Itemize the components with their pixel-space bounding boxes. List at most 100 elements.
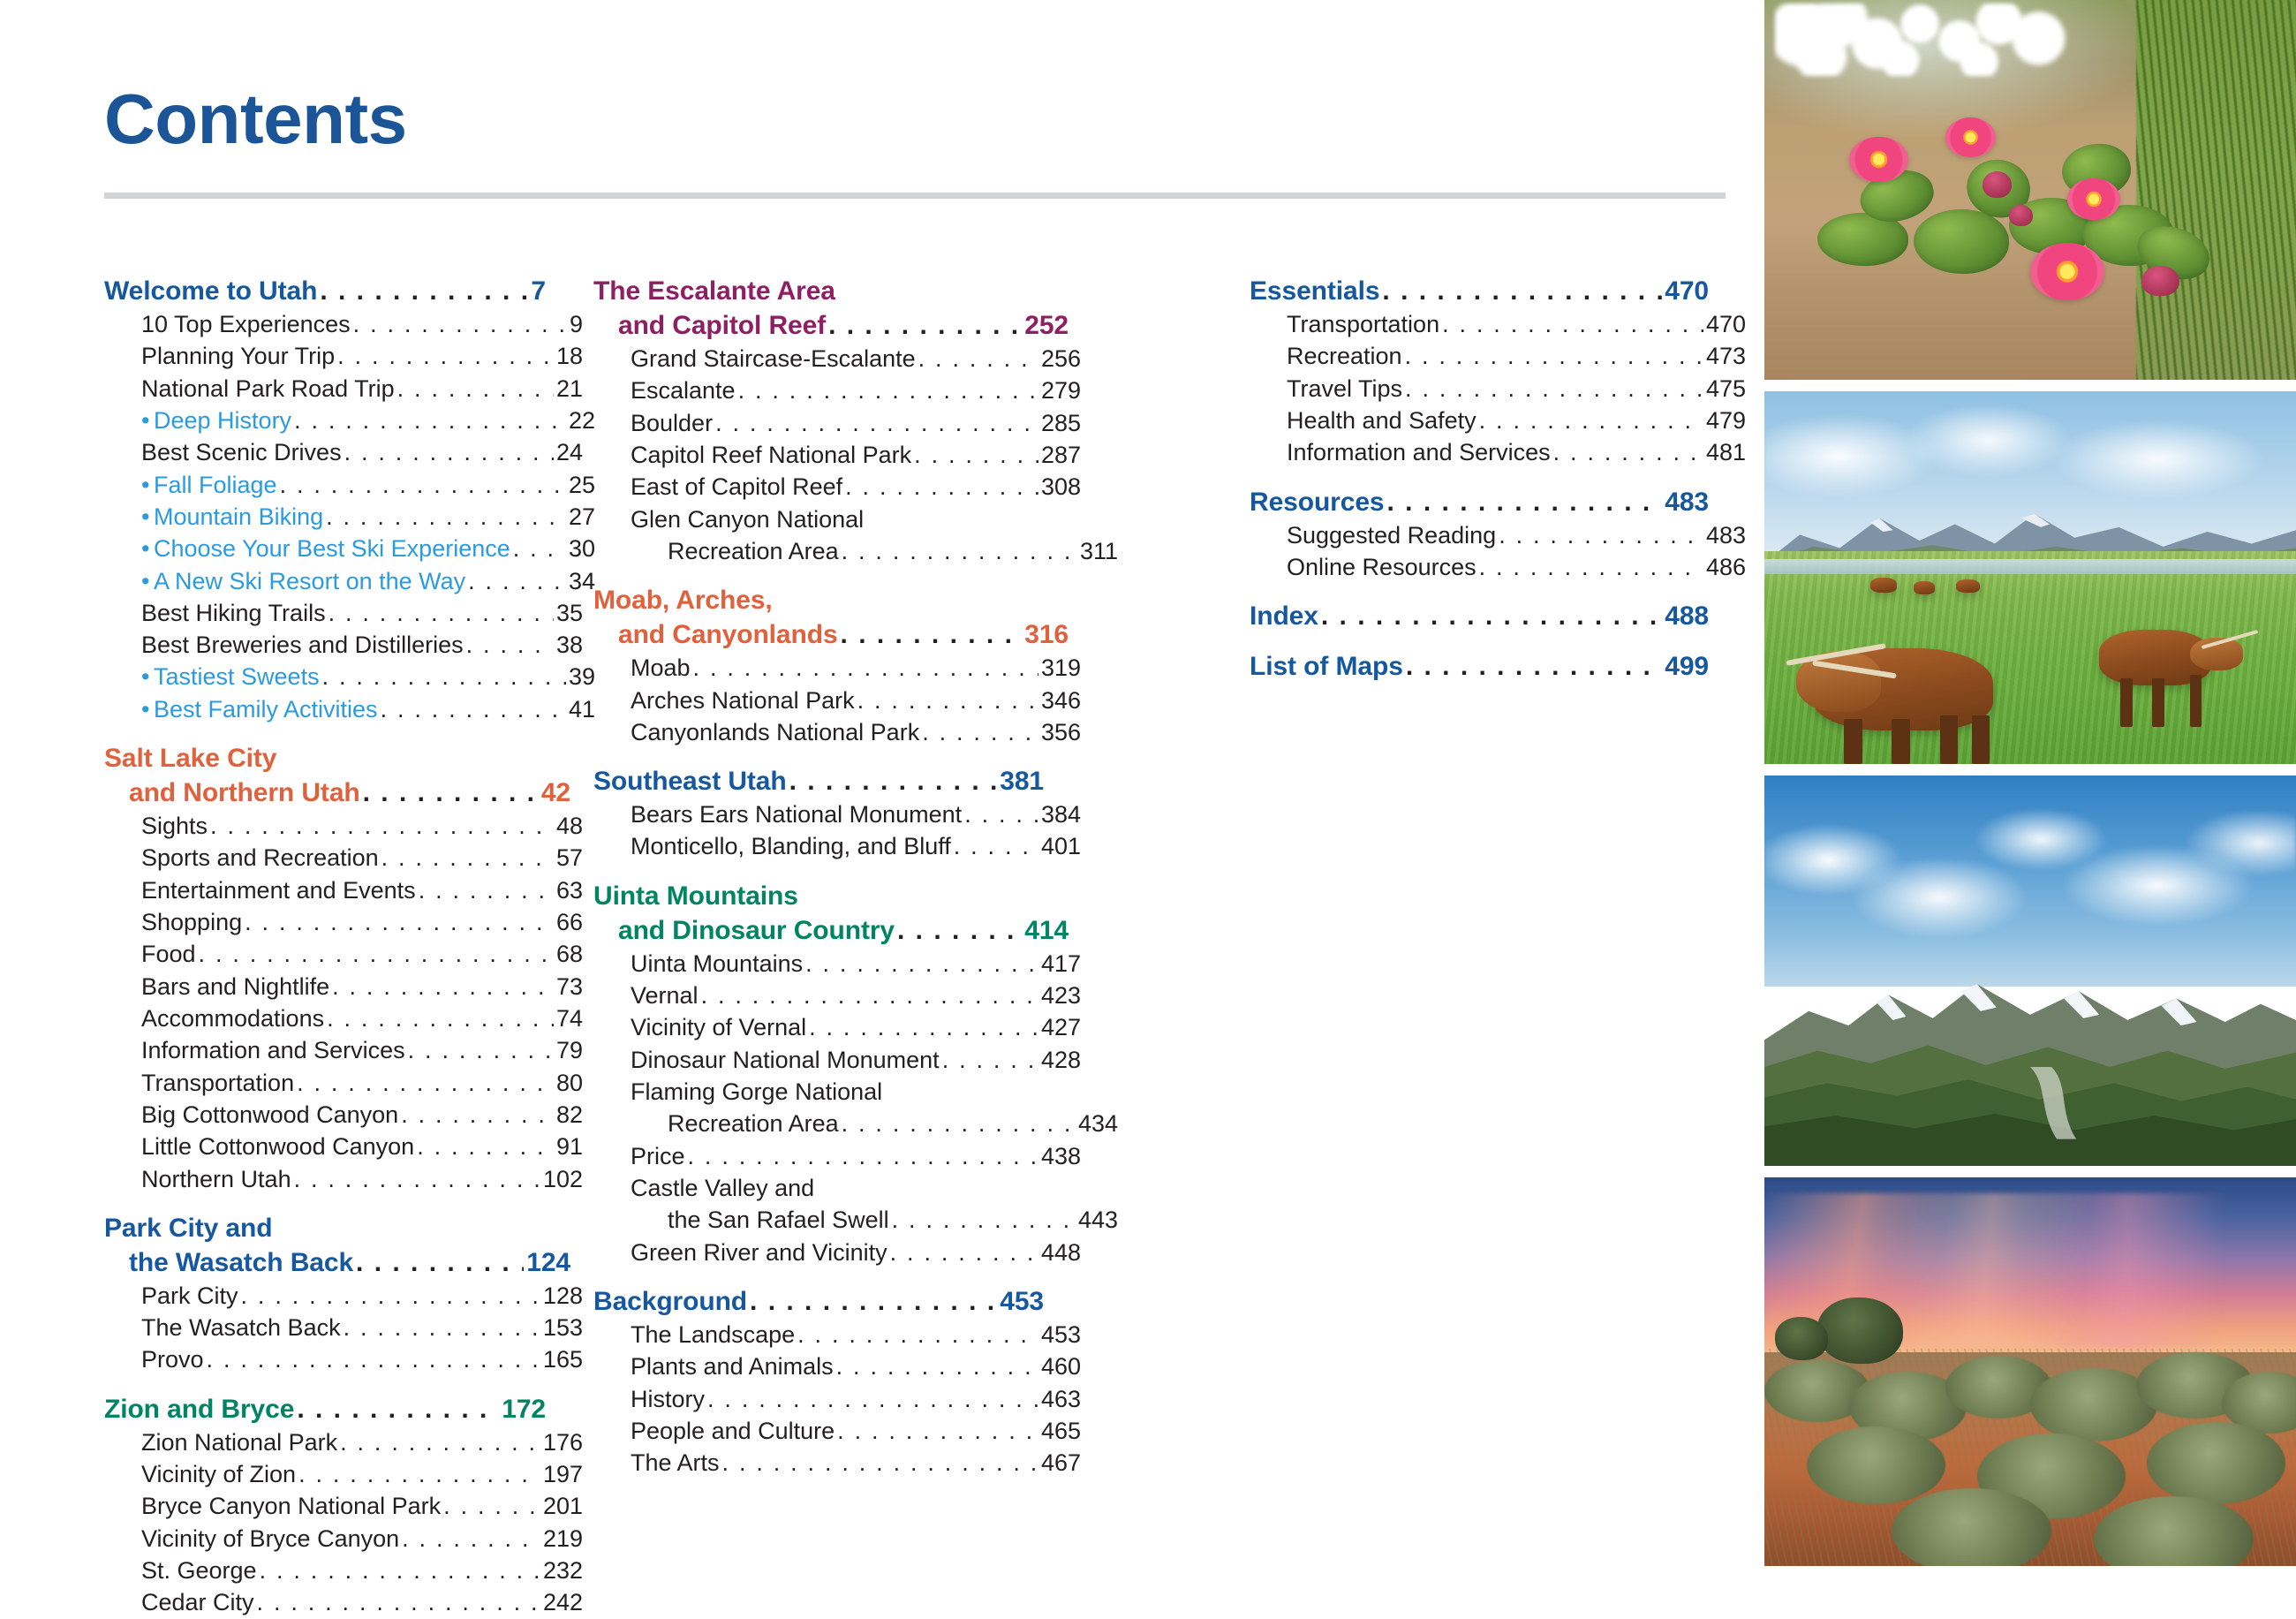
toc-entry[interactable]: The Wasatch Back. . . . . . . . . . . . … xyxy=(104,1312,583,1343)
dot-leader: . . . . . . . . . . . . . . . . . . . . … xyxy=(857,686,1038,714)
toc-entry[interactable]: Price. . . . . . . . . . . . . . . . . .… xyxy=(593,1140,1081,1172)
toc-entry[interactable]: Best Hiking Trails. . . . . . . . . . . … xyxy=(104,597,583,629)
toc-section-title-line[interactable]: Glen Canyon National xyxy=(631,505,865,533)
toc-entry[interactable]: Information and Services. . . . . . . . … xyxy=(104,1034,583,1066)
dot-leader: . . . . . . . . . . . . . . . . . . . . … xyxy=(1499,521,1703,548)
toc-section-title-line[interactable]: Castle Valley and xyxy=(631,1174,815,1201)
toc-entry[interactable]: National Park Road Trip. . . . . . . . .… xyxy=(104,373,583,405)
toc-entry[interactable]: Best Scenic Drives. . . . . . . . . . . … xyxy=(104,436,583,468)
toc-section-title-line[interactable]: Flaming Gorge National xyxy=(631,1078,883,1105)
dot-leader: . . . . . . . . . . . . . . . . . . . . … xyxy=(845,473,1038,501)
dot-leader: . . . . . . . . . . . . . . . . . . . . … xyxy=(294,406,566,434)
toc-entry[interactable]: Southeast Utah. . . . . . . . . . . . . … xyxy=(593,764,1044,798)
toc-entry[interactable]: Sports and Recreation. . . . . . . . . .… xyxy=(104,842,583,874)
toc-chapter-title-line[interactable]: Moab, Arches, xyxy=(593,586,773,616)
toc-entry[interactable]: 10 Top Experiences. . . . . . . . . . . … xyxy=(104,308,583,340)
toc-entry[interactable]: Boulder. . . . . . . . . . . . . . . . .… xyxy=(593,407,1081,439)
toc-entry[interactable]: Health and Safety. . . . . . . . . . . .… xyxy=(1250,405,1746,436)
toc-entry[interactable]: History. . . . . . . . . . . . . . . . .… xyxy=(593,1383,1081,1415)
toc-entry[interactable]: Transportation. . . . . . . . . . . . . … xyxy=(104,1067,583,1099)
toc-entry[interactable]: Zion and Bryce. . . . . . . . . . . . . … xyxy=(104,1392,546,1426)
dot-leader: . . . . . . . . . . . . . . . . . . . . … xyxy=(332,972,554,1000)
toc-entry[interactable]: Vicinity of Zion. . . . . . . . . . . . … xyxy=(104,1458,583,1490)
toc-entry[interactable]: Uinta Mountains. . . . . . . . . . . . .… xyxy=(593,948,1081,980)
toc-entry[interactable]: • Best Family Activities. . . . . . . . .… xyxy=(104,693,595,725)
toc-entry[interactable]: Little Cottonwood Canyon. . . . . . . . … xyxy=(104,1131,583,1162)
toc-entry[interactable]: Transportation. . . . . . . . . . . . . … xyxy=(1250,308,1746,340)
toc-entry[interactable]: Resources. . . . . . . . . . . . . . . .… xyxy=(1250,485,1709,519)
toc-entry[interactable]: Suggested Reading. . . . . . . . . . . .… xyxy=(1250,519,1746,551)
toc-entry[interactable]: •Choose Your Best Ski Experience. . . . … xyxy=(104,533,595,564)
toc-entry[interactable]: and Northern Utah. . . . . . . . . . . .… xyxy=(104,775,570,810)
toc-entry[interactable]: the Wasatch Back. . . . . . . . . . . . … xyxy=(104,1245,570,1280)
toc-entry[interactable]: and Capitol Reef. . . . . . . . . . . . … xyxy=(593,308,1069,343)
toc-entry[interactable]: Northern Utah. . . . . . . . . . . . . .… xyxy=(104,1163,583,1195)
toc-entry[interactable]: The Landscape. . . . . . . . . . . . . .… xyxy=(593,1319,1081,1350)
toc-entry[interactable]: Escalante. . . . . . . . . . . . . . . .… xyxy=(593,374,1081,406)
toc-entry[interactable]: Index. . . . . . . . . . . . . . . . . .… xyxy=(1250,599,1709,633)
toc-entry[interactable]: List of Maps. . . . . . . . . . . . . . … xyxy=(1250,649,1709,684)
toc-entry[interactable]: Shopping. . . . . . . . . . . . . . . . … xyxy=(104,906,583,938)
toc-entry[interactable]: Canyonlands National Park. . . . . . . .… xyxy=(593,716,1081,748)
toc-entry[interactable]: Vicinity of Vernal. . . . . . . . . . . … xyxy=(593,1011,1081,1043)
toc-entry[interactable]: Big Cottonwood Canyon. . . . . . . . . .… xyxy=(104,1099,583,1131)
toc-entry[interactable]: East of Capitol Reef. . . . . . . . . . … xyxy=(593,471,1081,503)
toc-entry[interactable]: Online Resources. . . . . . . . . . . . … xyxy=(1250,551,1746,583)
toc-entry[interactable]: Essentials. . . . . . . . . . . . . . . … xyxy=(1250,274,1709,308)
toc-chapter-title-line[interactable]: The Escalante Area xyxy=(593,276,835,306)
toc-entry[interactable]: Sights. . . . . . . . . . . . . . . . . … xyxy=(104,810,583,842)
toc-entry[interactable]: Recreation Area. . . . . . . . . . . . .… xyxy=(593,1108,1118,1139)
toc-entry[interactable]: Grand Staircase-Escalante. . . . . . . .… xyxy=(593,343,1081,374)
toc-entry[interactable]: Arches National Park. . . . . . . . . . … xyxy=(593,685,1081,716)
photo-cactus-flower xyxy=(2067,178,2121,221)
toc-entry[interactable]: Vernal. . . . . . . . . . . . . . . . . … xyxy=(593,980,1081,1011)
toc-entry[interactable]: Food. . . . . . . . . . . . . . . . . . … xyxy=(104,938,583,970)
toc-entry[interactable]: Background. . . . . . . . . . . . . . . … xyxy=(593,1284,1044,1319)
dot-leader: . . . . . . . . . . . . . . . . . . . . … xyxy=(397,374,554,402)
toc-entry[interactable]: Cedar City. . . . . . . . . . . . . . . … xyxy=(104,1586,583,1618)
toc-entry[interactable]: • Fall Foliage. . . . . . . . . . . . . .… xyxy=(104,469,595,501)
toc-entry[interactable]: • Deep History. . . . . . . . . . . . . .… xyxy=(104,405,595,436)
toc-entry[interactable]: Welcome to Utah. . . . . . . . . . . . .… xyxy=(104,274,546,308)
toc-entry[interactable]: Dinosaur National Monument. . . . . . . … xyxy=(593,1044,1081,1076)
toc-entry[interactable]: Recreation Area. . . . . . . . . . . . .… xyxy=(593,535,1118,567)
toc-entry[interactable]: • A New Ski Resort on the Way. . . . . . … xyxy=(104,565,595,597)
dot-leader: . . . . . . . . . . . . . . . . . . . . … xyxy=(897,915,1022,945)
toc-entry[interactable]: St. George. . . . . . . . . . . . . . . … xyxy=(104,1555,583,1586)
toc-entry[interactable]: Provo. . . . . . . . . . . . . . . . . .… xyxy=(104,1343,583,1375)
toc-entry[interactable]: Moab. . . . . . . . . . . . . . . . . . … xyxy=(593,652,1081,684)
toc-entry[interactable]: Recreation. . . . . . . . . . . . . . . … xyxy=(1250,340,1746,372)
toc-chapter-title-line[interactable]: Salt Lake City xyxy=(104,744,277,774)
toc-chapter-page: 453 xyxy=(1000,1286,1044,1316)
dot-leader: . . . . . . . . . . . . . . . . . . . . … xyxy=(198,941,554,968)
toc-entry[interactable]: and Dinosaur Country. . . . . . . . . . … xyxy=(593,913,1069,948)
toc-entry[interactable]: Travel Tips. . . . . . . . . . . . . . .… xyxy=(1250,373,1746,405)
toc-entry[interactable]: • Tastiest Sweets. . . . . . . . . . . . … xyxy=(104,661,595,692)
dot-leader: . . . . . . . . . . . . . . . . . . . . … xyxy=(297,1394,499,1424)
toc-entry[interactable]: Entertainment and Events. . . . . . . . … xyxy=(104,874,583,906)
toc-entry[interactable]: Bars and Nightlife. . . . . . . . . . . … xyxy=(104,971,583,1002)
toc-entry[interactable]: Bryce Canyon National Park. . . . . . . … xyxy=(104,1490,583,1522)
toc-entry[interactable]: and Canyonlands. . . . . . . . . . . . .… xyxy=(593,617,1069,652)
toc-chapter-page: 252 xyxy=(1024,311,1069,340)
toc-section-title: Grand Staircase-Escalante xyxy=(631,345,916,372)
toc-entry[interactable]: Plants and Animals. . . . . . . . . . . … xyxy=(593,1350,1081,1382)
toc-entry[interactable]: The Arts. . . . . . . . . . . . . . . . … xyxy=(593,1447,1081,1479)
toc-entry[interactable]: Green River and Vicinity. . . . . . . . … xyxy=(593,1237,1081,1268)
toc-entry[interactable]: People and Culture. . . . . . . . . . . … xyxy=(593,1415,1081,1447)
toc-entry[interactable]: Capitol Reef National Park. . . . . . . … xyxy=(593,439,1081,471)
toc-entry[interactable]: Bears Ears National Monument. . . . . . … xyxy=(593,798,1081,830)
toc-entry[interactable]: • Mountain Biking. . . . . . . . . . . . … xyxy=(104,501,595,533)
toc-entry[interactable]: Accommodations. . . . . . . . . . . . . … xyxy=(104,1002,583,1034)
toc-entry[interactable]: Monticello, Blanding, and Bluff. . . . .… xyxy=(593,830,1081,862)
toc-entry[interactable]: Zion National Park. . . . . . . . . . . … xyxy=(104,1426,583,1458)
toc-entry[interactable]: Information and Services. . . . . . . . … xyxy=(1250,436,1746,468)
toc-chapter-title-line[interactable]: Park City and xyxy=(104,1213,273,1243)
toc-entry[interactable]: Park City. . . . . . . . . . . . . . . .… xyxy=(104,1280,583,1312)
toc-entry[interactable]: Vicinity of Bryce Canyon. . . . . . . . … xyxy=(104,1523,583,1555)
toc-entry[interactable]: Best Breweries and Distilleries. . . . .… xyxy=(104,629,583,661)
toc-section-page: 18 xyxy=(555,343,583,370)
toc-entry[interactable]: the San Rafael Swell. . . . . . . . . . … xyxy=(593,1204,1118,1236)
toc-entry[interactable]: Planning Your Trip. . . . . . . . . . . … xyxy=(104,340,583,372)
toc-chapter-title-line[interactable]: Uinta Mountains xyxy=(593,881,798,911)
